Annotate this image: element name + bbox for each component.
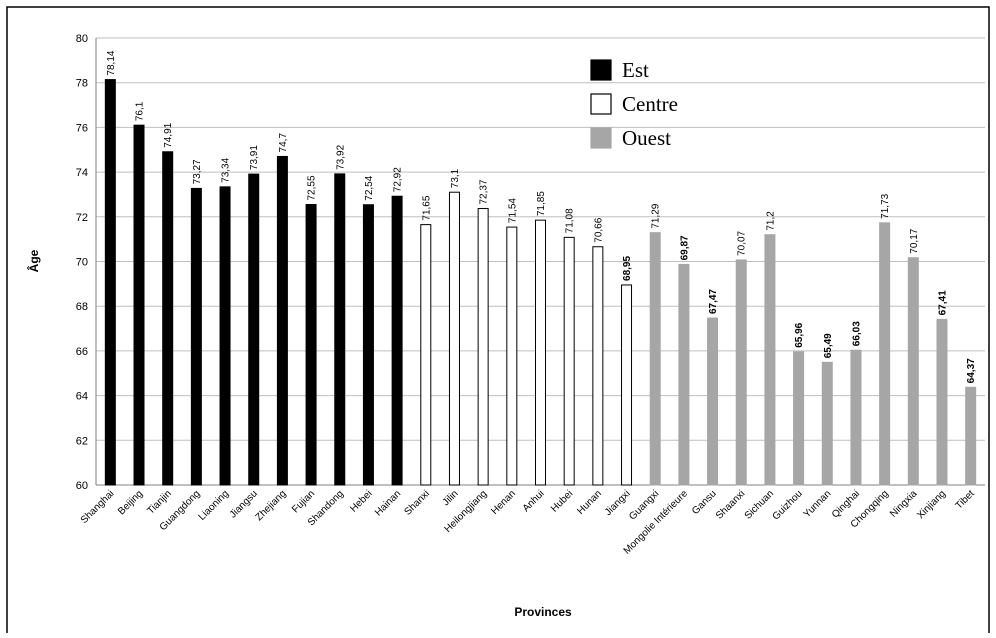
bar <box>707 317 719 486</box>
data-label: 76,1 <box>135 101 146 121</box>
y-tick-label: 60 <box>76 480 88 492</box>
bar <box>506 226 518 486</box>
y-tick-label: 72 <box>76 212 88 224</box>
data-label: 74,91 <box>163 122 174 147</box>
data-label: 71,85 <box>536 191 547 216</box>
y-tick-label: 76 <box>76 122 88 134</box>
y-tick-label: 62 <box>76 435 88 447</box>
data-label: 64,37 <box>966 358 977 383</box>
legend-label: Est <box>622 58 649 82</box>
data-label: 74,7 <box>278 133 289 153</box>
bar <box>162 151 174 486</box>
bar <box>563 236 575 486</box>
data-label: 68,95 <box>622 256 633 281</box>
data-label: 70,66 <box>593 217 604 242</box>
data-label: 69,87 <box>679 235 690 260</box>
chart-border <box>6 6 990 638</box>
data-label: 65,96 <box>794 322 805 347</box>
bar <box>850 349 862 486</box>
bar <box>420 224 432 486</box>
data-label: 71,2 <box>765 211 776 231</box>
bar <box>276 155 288 486</box>
bar <box>621 284 633 486</box>
bar <box>334 173 346 486</box>
data-label: 70,17 <box>909 228 920 253</box>
bar <box>592 246 604 486</box>
bar <box>477 208 489 486</box>
legend-swatch <box>590 93 612 115</box>
data-label: 67,47 <box>708 289 719 314</box>
data-label: 65,49 <box>823 333 834 358</box>
bar <box>248 173 260 486</box>
data-label: 71,73 <box>880 193 891 218</box>
y-tick-label: 68 <box>76 301 88 313</box>
data-label: 66,03 <box>851 321 862 346</box>
y-tick-label: 80 <box>76 33 88 45</box>
y-tick-label: 74 <box>76 167 88 179</box>
data-label: 71,29 <box>651 203 662 228</box>
bars: 78,14 76,1 74,91 73,27 73,34 73,91 74,7 72,55 73… <box>104 50 977 486</box>
bar <box>305 204 317 486</box>
bar <box>678 263 690 486</box>
data-label: 78,14 <box>106 50 117 75</box>
bar <box>190 187 202 486</box>
data-label: 72,92 <box>393 167 404 192</box>
data-label: 70,07 <box>737 230 748 255</box>
data-label: 72,37 <box>479 179 490 204</box>
legend-swatch <box>590 127 612 149</box>
bar <box>104 79 116 486</box>
bar <box>391 195 403 486</box>
legend-label: Centre <box>622 92 678 116</box>
data-label: 72,55 <box>307 175 318 200</box>
y-tick-label: 78 <box>76 78 88 90</box>
bar <box>879 222 891 486</box>
data-label: 73,91 <box>249 145 260 170</box>
bar <box>907 257 919 486</box>
bar <box>764 234 776 486</box>
bar <box>448 191 460 486</box>
bar <box>793 351 805 486</box>
bar <box>362 204 374 486</box>
data-label: 73,1 <box>450 168 461 188</box>
bar <box>821 361 833 486</box>
legend-swatch <box>590 59 612 81</box>
legend-label: Ouest <box>622 126 671 150</box>
y-axis: 60 62 64 66 68 70 72 74 76 78 80 <box>76 33 985 492</box>
y-tick-label: 64 <box>76 391 88 403</box>
bar <box>535 219 546 486</box>
legend: Est Centre Ouest <box>590 58 678 150</box>
bar <box>649 232 661 486</box>
data-label: 71,54 <box>507 198 518 223</box>
data-label: 71,08 <box>565 208 576 233</box>
y-axis-title: Âge <box>26 249 41 272</box>
data-label: 73,34 <box>221 157 232 182</box>
data-label: 73,92 <box>335 144 346 169</box>
bar <box>735 259 747 486</box>
y-tick-label: 70 <box>76 257 88 269</box>
data-label: 73,27 <box>192 159 203 184</box>
data-label: 71,65 <box>421 195 432 220</box>
x-axis-title: Provinces <box>514 605 572 619</box>
data-label: 67,41 <box>937 290 948 315</box>
bar <box>133 124 145 486</box>
bar <box>219 186 231 486</box>
data-label: 72,54 <box>364 175 375 200</box>
bar <box>965 386 977 486</box>
y-tick-label: 66 <box>76 346 88 358</box>
bar <box>936 318 948 486</box>
